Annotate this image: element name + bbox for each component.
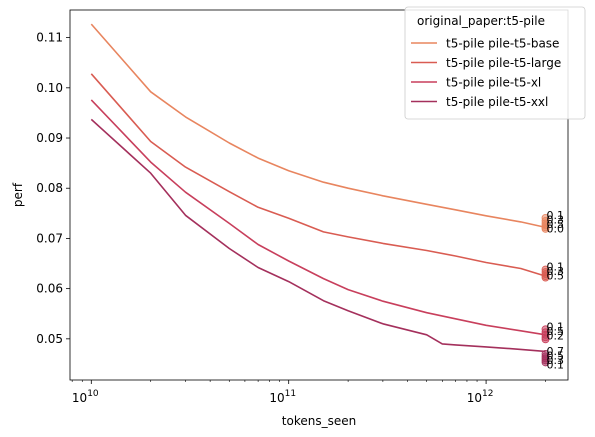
end-label: 0.5 (547, 218, 565, 231)
x-tick-label: 1011 (269, 389, 296, 405)
x-tick-label-exponent: 11 (285, 389, 296, 399)
y-tick-label: 0.05 (36, 332, 63, 346)
axes-frame (69, 9, 569, 381)
y-tick-label: 0.09 (36, 131, 63, 145)
x-tick-label: 1010 (72, 389, 99, 405)
x-axis-ticks: 1010 1011 1012 (71, 380, 546, 405)
end-marker (541, 224, 550, 233)
legend: original_paper:t5-pile t5-pile pile-t5-b… (404, 6, 586, 120)
end-label: 0.7 (547, 345, 565, 358)
legend-entries: t5-pile pile-t5-base t5-pile pile-t5-larg… (411, 37, 561, 109)
y-tick-label: 0.11 (36, 31, 63, 45)
x-tick-label-base: 10 (269, 391, 284, 405)
end-label: 0.1 (547, 209, 565, 222)
legend-frame (404, 6, 586, 120)
end-label: 0.5 (547, 270, 565, 283)
x-tick-label-base: 10 (72, 391, 87, 405)
legend-label: t5-pile pile-t5-large (446, 56, 561, 70)
end-label: 0.2 (547, 329, 565, 342)
x-tick-label: 1012 (467, 389, 494, 405)
y-tick-label: 0.07 (36, 231, 63, 245)
end-marker (541, 358, 550, 367)
legend-label: t5-pile pile-t5-xl (446, 76, 541, 90)
end-label: 0.5 (547, 325, 565, 338)
y-tick-label: 0.10 (36, 81, 63, 95)
legend-title: original_paper:t5-pile (417, 14, 545, 28)
series-line (90, 99, 546, 336)
end-label: 0.1 (547, 358, 565, 371)
series-line (90, 118, 546, 353)
y-tick-label: 0.08 (36, 181, 63, 195)
series-line (90, 73, 546, 277)
series-line (90, 23, 546, 229)
y-axis-ticks: 0.05 0.06 0.07 0.08 0.09 0.10 0.11 (36, 31, 70, 346)
y-tick-label: 0.06 (36, 282, 63, 296)
x-tick-label-exponent: 10 (87, 389, 99, 399)
end-label: 0.3 (547, 213, 565, 226)
x-tick-label-base: 10 (467, 391, 482, 405)
end-label: 0.5 (547, 349, 565, 362)
end-label: 0.3 (547, 265, 565, 278)
end-label: 0.1 (547, 320, 565, 333)
x-axis-label: tokens_seen (282, 414, 356, 428)
end-marker (541, 335, 550, 344)
end-marker (541, 273, 550, 282)
end-label: 0.3 (547, 354, 565, 367)
end-label: 0.1 (547, 261, 565, 274)
plot-area: 0.10.30.50.00.10.30.50.10.50.20.70.50.30… (90, 23, 565, 371)
y-axis-label: perf (11, 182, 25, 207)
legend-label: t5-pile pile-t5-base (446, 37, 559, 51)
legend-label: t5-pile pile-t5-xxl (446, 95, 548, 109)
x-tick-label-exponent: 12 (482, 389, 493, 399)
end-label: 0.0 (547, 222, 565, 235)
